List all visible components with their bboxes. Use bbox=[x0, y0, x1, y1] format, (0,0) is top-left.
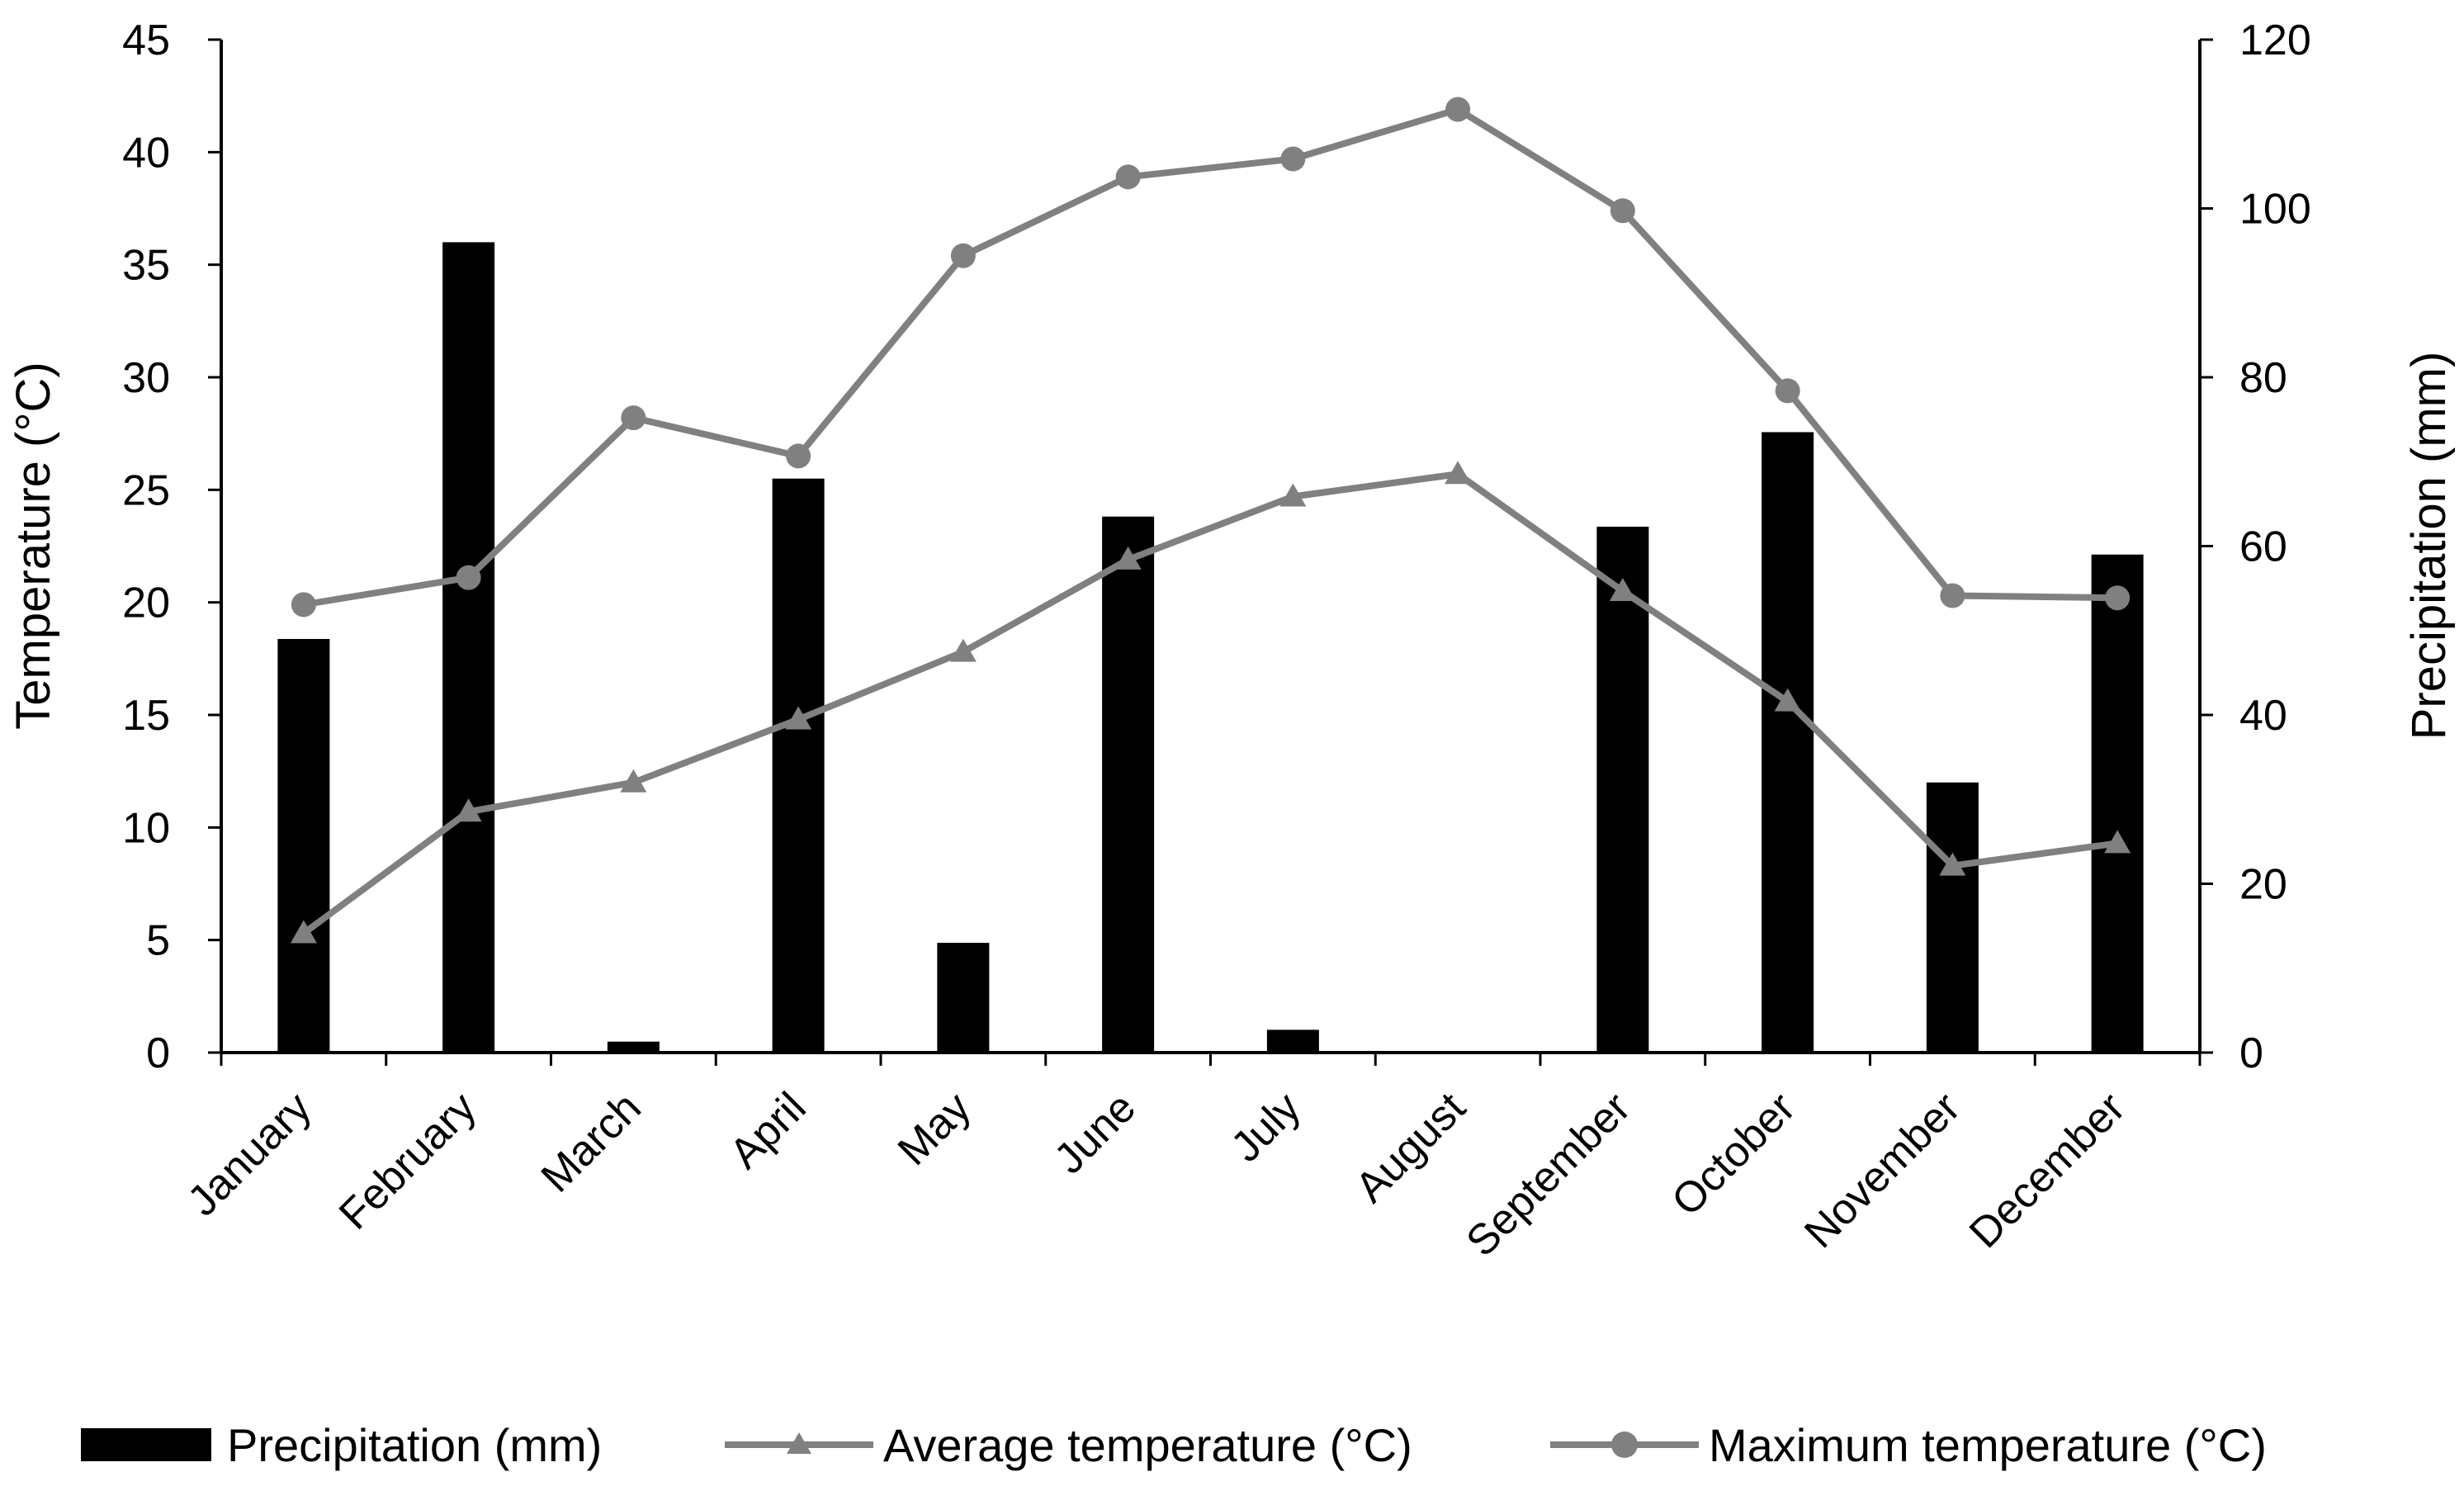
right-tick-label: 40 bbox=[2239, 692, 2287, 740]
bar-april bbox=[772, 478, 825, 1053]
marker-average-temperature-c-august bbox=[1445, 461, 1472, 485]
legend: Precipitation (mm) Average temperature (… bbox=[81, 1419, 2267, 1471]
x-axis-ticks: January February March April May June July Augu… bbox=[179, 1053, 2202, 1266]
bar-september bbox=[1596, 526, 1649, 1053]
line-average-temperature-c bbox=[301, 471, 2118, 936]
bar-july bbox=[1266, 1029, 1319, 1053]
left-tick-label: 35 bbox=[122, 242, 170, 290]
x-tick-label-september: September bbox=[1457, 1083, 1639, 1266]
right-tick-label: 80 bbox=[2239, 354, 2287, 402]
right-tick-label: 120 bbox=[2239, 17, 2311, 64]
marker-average-temperature-c-june bbox=[1114, 546, 1142, 570]
marker-maximum-temperature-c-february bbox=[456, 565, 481, 590]
x-tick-label-november: November bbox=[1795, 1083, 1970, 1257]
marker-average-temperature-c-may bbox=[949, 638, 977, 662]
x-tick-label-october: October bbox=[1662, 1083, 1804, 1225]
marker-average-temperature-c-november bbox=[1939, 852, 1966, 876]
left-tick-label: 0 bbox=[146, 1029, 170, 1077]
left-tick-label: 25 bbox=[122, 466, 170, 514]
marker-maximum-temperature-c-january bbox=[291, 592, 316, 618]
marker-average-temperature-c-september bbox=[1609, 578, 1636, 602]
marker-maximum-temperature-c-april bbox=[786, 443, 811, 469]
right-tick-label: 0 bbox=[2239, 1029, 2263, 1077]
marker-average-temperature-c-december bbox=[2104, 830, 2131, 854]
marker-average-temperature-c-april bbox=[785, 706, 812, 730]
left-tick-label: 30 bbox=[122, 354, 170, 402]
right-tick-label: 60 bbox=[2239, 523, 2287, 571]
marker-average-temperature-c-february bbox=[455, 798, 482, 822]
legend-maximum-label: Maximum temperature (°C) bbox=[1709, 1419, 2267, 1471]
marker-maximum-temperature-c-september bbox=[1610, 198, 1635, 224]
bar-february bbox=[442, 242, 495, 1053]
x-tick-label-january: January bbox=[179, 1083, 321, 1225]
marker-maximum-temperature-c-march bbox=[621, 405, 646, 431]
left-tick-label: 10 bbox=[122, 804, 170, 852]
right-axis-title: Precipitation (mm) bbox=[2402, 352, 2456, 741]
bar-june bbox=[1102, 516, 1155, 1053]
legend-precipitation-label: Precipitation (mm) bbox=[227, 1419, 602, 1471]
marker-maximum-temperature-c-june bbox=[1115, 164, 1141, 190]
left-tick-label: 20 bbox=[122, 580, 170, 627]
x-tick-label-april: April bbox=[721, 1083, 816, 1178]
bar-january bbox=[277, 638, 330, 1053]
x-tick-label-february: February bbox=[330, 1083, 485, 1238]
left-axis-title: Temperature (°C) bbox=[7, 362, 60, 729]
marker-maximum-temperature-c-may bbox=[950, 243, 976, 268]
marker-average-temperature-c-july bbox=[1279, 483, 1307, 507]
marker-average-temperature-c-october bbox=[1774, 688, 1801, 712]
marker-average-temperature-c-march bbox=[620, 769, 647, 793]
axes bbox=[220, 40, 2202, 1054]
bar-october bbox=[1762, 432, 1814, 1053]
right-tick-label: 100 bbox=[2239, 186, 2311, 234]
x-tick-label-july: July bbox=[1222, 1083, 1309, 1171]
x-tick-label-august: August bbox=[1346, 1083, 1475, 1212]
x-tick-label-june: June bbox=[1045, 1083, 1145, 1183]
legend-average-label: Average temperature (°C) bbox=[883, 1419, 1412, 1471]
left-tick-label: 15 bbox=[122, 692, 170, 740]
legend-maximum-marker bbox=[1611, 1432, 1638, 1458]
marker-maximum-temperature-c-august bbox=[1445, 97, 1471, 122]
bar-may bbox=[937, 943, 990, 1053]
x-tick-label-may: May bbox=[889, 1083, 980, 1174]
left-tick-label: 40 bbox=[122, 129, 170, 177]
bar-december bbox=[2091, 554, 2144, 1053]
left-axis-ticks: 0 5 10 15 20 25 30 35 40 45 bbox=[122, 17, 221, 1077]
marker-average-temperature-c-january bbox=[290, 920, 317, 944]
left-tick-label: 45 bbox=[122, 17, 170, 64]
legend-precipitation-swatch bbox=[81, 1428, 211, 1461]
left-tick-label: 5 bbox=[146, 917, 170, 965]
right-tick-label: 20 bbox=[2239, 861, 2287, 909]
x-tick-label-december: December bbox=[1960, 1083, 2135, 1257]
marker-maximum-temperature-c-october bbox=[1775, 378, 1800, 404]
right-axis-ticks: 0 20 40 60 80 100 120 bbox=[2200, 17, 2311, 1077]
marker-maximum-temperature-c-december bbox=[2105, 585, 2131, 611]
marker-maximum-temperature-c-july bbox=[1280, 146, 1306, 172]
marker-maximum-temperature-c-november bbox=[1940, 583, 1965, 608]
legend-average-marker bbox=[787, 1432, 811, 1454]
x-tick-label-march: March bbox=[532, 1083, 650, 1201]
line-maximum-temperature-c bbox=[303, 106, 2118, 608]
bar-november bbox=[1926, 782, 1979, 1053]
plot-area bbox=[277, 97, 2144, 1053]
bar-march bbox=[607, 1041, 660, 1053]
